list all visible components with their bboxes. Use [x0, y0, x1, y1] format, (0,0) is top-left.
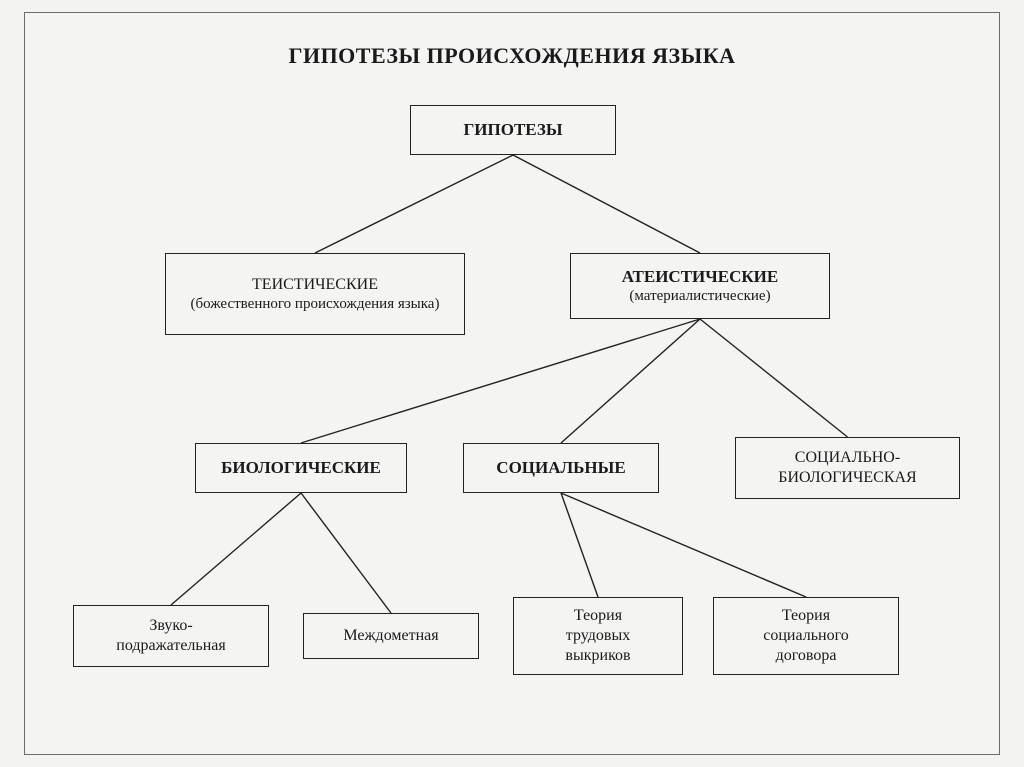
node-biological-label: БИОЛОГИЧЕСКИЕ [221, 457, 381, 478]
node-atheistic-label: АТЕИСТИЧЕСКИЕ [622, 266, 779, 287]
node-theistic-label: ТЕИСТИЧЕСКИЕ [252, 275, 378, 295]
node-social: СОЦИАЛЬНЫЕ [463, 443, 659, 493]
edge-atheistic-to-social [561, 319, 700, 443]
edge-root-to-atheistic [513, 155, 700, 253]
node-root-label: ГИПОТЕЗЫ [463, 119, 562, 140]
node-interjectional: Междометная [303, 613, 479, 659]
diagram-frame: ГИПОТЕЗЫ ПРОИСХОЖДЕНИЯ ЯЗЫКА ГИПОТЕЗЫ ТЕИ… [24, 12, 1000, 755]
node-theistic: ТЕИСТИЧЕСКИЕ(божественного происхождения… [165, 253, 465, 335]
node-biological: БИОЛОГИЧЕСКИЕ [195, 443, 407, 493]
node-social_contract: Теория социального договора [713, 597, 899, 675]
edge-biological-to-onomatopoeic [171, 493, 301, 605]
node-social-label: СОЦИАЛЬНЫЕ [496, 457, 625, 478]
node-theistic-sublabel: (божественного происхождения языка) [191, 295, 440, 314]
node-onomatopoeic-label: Звуко- подражательная [116, 616, 225, 656]
diagram-title: ГИПОТЕЗЫ ПРОИСХОЖДЕНИЯ ЯЗЫКА [25, 43, 999, 69]
node-labor_cries-label: Теория трудовых выкриков [565, 606, 630, 666]
edge-root-to-theistic [315, 155, 513, 253]
edge-atheistic-to-biological [301, 319, 700, 443]
node-labor_cries: Теория трудовых выкриков [513, 597, 683, 675]
node-atheistic-sublabel: (материалистические) [629, 287, 770, 306]
node-interjectional-label: Междометная [343, 626, 438, 646]
edge-atheistic-to-sociobiological [700, 319, 848, 437]
node-root: ГИПОТЕЗЫ [410, 105, 616, 155]
edge-social-to-social_contract [561, 493, 806, 597]
diagram-canvas: ГИПОТЕЗЫ ПРОИСХОЖДЕНИЯ ЯЗЫКА ГИПОТЕЗЫ ТЕИ… [0, 0, 1024, 767]
node-sociobiological-label: СОЦИАЛЬНО- БИОЛОГИЧЕСКАЯ [778, 448, 916, 488]
node-social_contract-label: Теория социального договора [763, 606, 848, 666]
node-atheistic: АТЕИСТИЧЕСКИЕ(материалистические) [570, 253, 830, 319]
edge-social-to-labor_cries [561, 493, 598, 597]
node-sociobiological: СОЦИАЛЬНО- БИОЛОГИЧЕСКАЯ [735, 437, 960, 499]
edge-biological-to-interjectional [301, 493, 391, 613]
node-onomatopoeic: Звуко- подражательная [73, 605, 269, 667]
